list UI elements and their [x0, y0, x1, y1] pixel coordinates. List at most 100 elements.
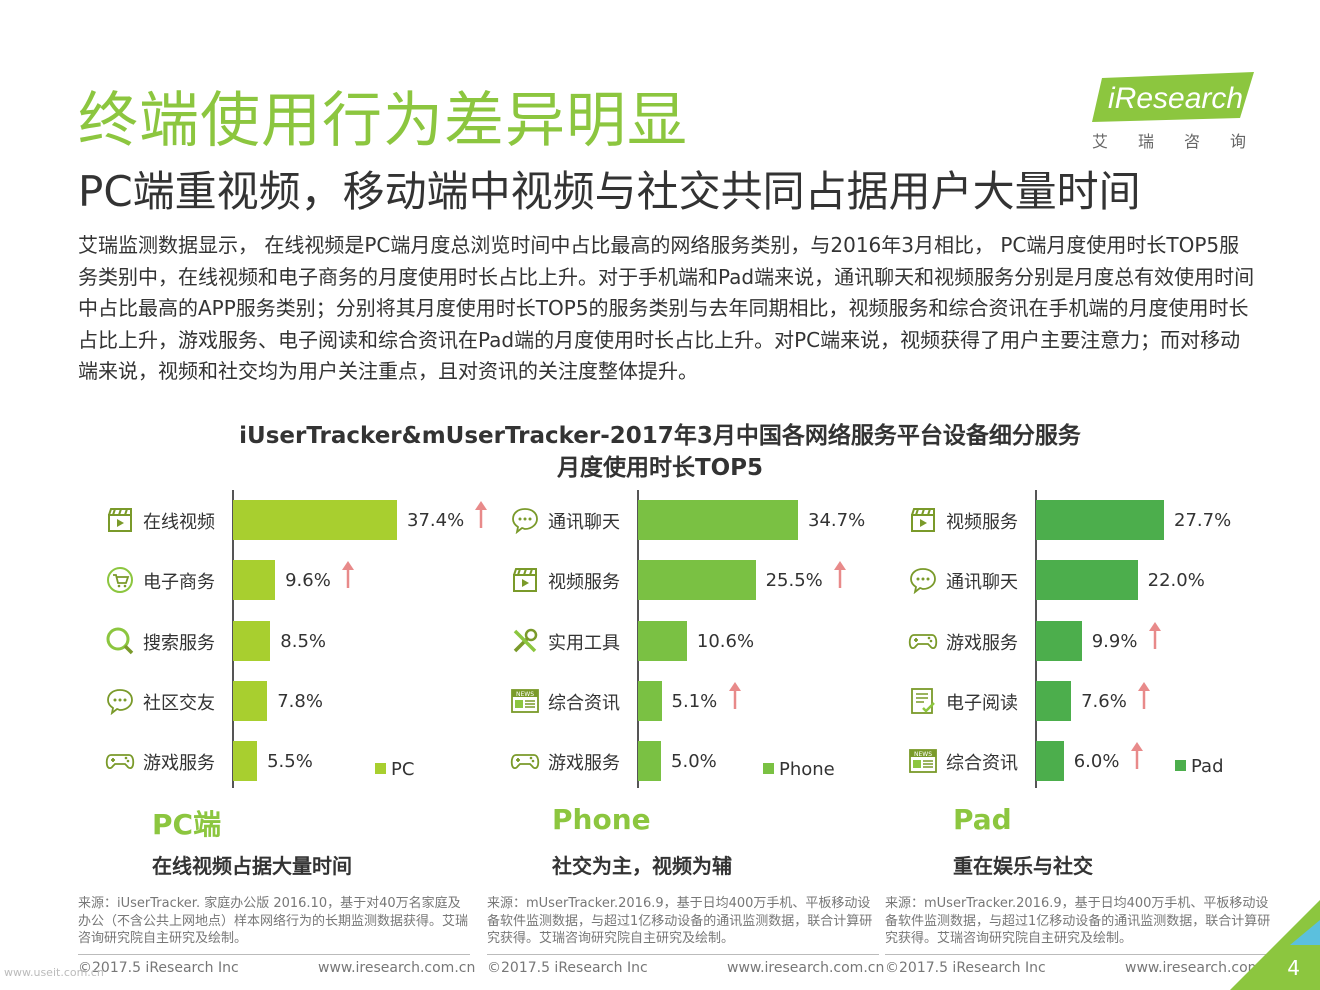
data-label: 6.0% — [1073, 751, 1120, 772]
y-axis-line — [1035, 490, 1037, 788]
chart-row: 在线视频 37.4% — [85, 500, 488, 540]
source-note: 来源：mUserTracker.2016.9，基于日均400万手机、平板移动设备… — [885, 895, 1277, 955]
ebook-icon — [908, 687, 938, 715]
chart-title-line1: iUserTracker&mUserTracker-2017年3月中国各网络服务… — [239, 423, 1081, 449]
logo-text: iResearch — [1108, 82, 1244, 115]
bar — [1036, 500, 1164, 540]
legend-swatch — [1175, 760, 1186, 771]
category-label: 通讯聊天 — [946, 572, 1018, 593]
iresearch-logo: iResearch 艾瑞咨询 — [1088, 68, 1258, 158]
source-note: 来源：iUserTracker. 家庭办公版 2016.10，基于对40万名家庭… — [78, 895, 470, 955]
video-icon — [908, 506, 938, 534]
chart-row: 搜索服务 8.5% — [85, 621, 485, 661]
data-label: 9.6% — [285, 570, 331, 591]
bar — [233, 681, 268, 721]
segment-headline: Pad — [953, 803, 1012, 836]
data-label: 7.6% — [1081, 691, 1127, 712]
category-label: 实用工具 — [548, 633, 620, 654]
legend: Pad — [1175, 756, 1224, 777]
data-label: 34.7% — [808, 510, 866, 531]
page-number: 4 — [1287, 956, 1300, 980]
bar — [233, 621, 271, 661]
chart-row: 视频服务 27.7% — [888, 500, 1288, 540]
news-icon: NEWS — [908, 747, 938, 775]
video-icon — [510, 566, 540, 594]
footer-website: www.iresearch.com.cn — [1125, 960, 1283, 976]
category-label: 电子阅读 — [946, 693, 1018, 714]
footer-copyright: ©2017.5 iResearch Inc — [885, 960, 1046, 976]
source-note: 来源：mUserTracker.2016.9，基于日均400万手机、平板移动设备… — [487, 895, 879, 955]
category-label: 游戏服务 — [143, 753, 215, 774]
search-icon — [105, 627, 135, 655]
category-label: 综合资讯 — [946, 753, 1018, 774]
chart-row: 游戏服务 5.0% — [490, 741, 890, 781]
category-label: 电子商务 — [143, 572, 215, 593]
gamepad-icon — [510, 747, 540, 775]
data-label: 5.1% — [671, 691, 718, 712]
page-subtitle: PC端重视频，移动端中视频与社交共同占据用户大量时间 — [78, 167, 1141, 216]
data-label: 27.7% — [1174, 510, 1232, 531]
category-label: 游戏服务 — [946, 633, 1018, 654]
footer-website: www.iresearch.com.cn — [727, 960, 885, 976]
chart-row: 实用工具 10.6% — [490, 621, 890, 661]
data-label: 8.5% — [280, 631, 326, 652]
legend-swatch — [375, 763, 386, 774]
chart-row: 电子阅读 7.6% — [888, 681, 1288, 721]
cart-icon — [105, 566, 135, 594]
chart-title-line2: 月度使用时长TOP5 — [556, 455, 764, 481]
page-title: 终端使用行为差异明显 — [78, 86, 688, 156]
chart-row: 通讯聊天 34.7% — [490, 500, 890, 540]
svg-text:NEWS: NEWS — [516, 691, 534, 698]
segment-caption: 社交为主，视频为辅 — [552, 854, 732, 878]
bar — [233, 500, 397, 540]
logo-cn: 艾瑞咨询 — [1092, 132, 1277, 151]
legend-label: Phone — [779, 759, 835, 780]
data-label: 37.4% — [407, 510, 465, 531]
legend: PC — [375, 759, 414, 780]
legend-label: PC — [391, 759, 415, 780]
bar — [638, 560, 756, 600]
category-label: 综合资讯 — [548, 693, 620, 714]
up-arrow-icon — [1130, 741, 1144, 771]
category-label: 游戏服务 — [548, 753, 620, 774]
up-arrow-icon — [728, 681, 742, 711]
category-label: 在线视频 — [143, 512, 215, 533]
chat-icon — [105, 687, 135, 716]
bar — [638, 500, 798, 540]
up-arrow-icon — [474, 500, 488, 530]
segment-caption: 重在娱乐与社交 — [953, 854, 1093, 878]
chart-row: 游戏服务 5.5% — [85, 741, 485, 781]
category-label: 视频服务 — [946, 512, 1018, 533]
up-arrow-icon — [1137, 681, 1151, 711]
data-label: 5.0% — [671, 751, 717, 772]
y-axis-line — [232, 490, 234, 788]
bar — [1036, 560, 1138, 600]
footer-copyright: ©2017.5 iResearch Inc — [78, 960, 239, 976]
segment-headline: Phone — [552, 803, 651, 836]
bar — [1036, 681, 1072, 721]
data-label: 9.9% — [1091, 631, 1138, 652]
chat-icon — [908, 566, 938, 595]
category-label: 社区交友 — [143, 693, 215, 714]
news-icon: NEWS — [510, 687, 540, 715]
category-label: 通讯聊天 — [548, 512, 620, 533]
y-axis-line — [637, 490, 639, 788]
svg-text:NEWS: NEWS — [914, 751, 932, 758]
chart-row: 视频服务 25.5% — [490, 560, 890, 600]
chart-row: NEWS 综合资讯 5.1% — [490, 681, 890, 721]
logo-badge-icon — [1092, 72, 1254, 122]
category-label: 搜索服务 — [143, 633, 215, 654]
data-label: 7.8% — [277, 691, 323, 712]
chart-panel-pc: 在线视频 37.4% 电子商务 9.6% 搜索服务 8.5% 社区交友 7.8% 游戏服务 5.5… — [85, 490, 488, 796]
gamepad-icon — [908, 627, 938, 655]
corner-decoration — [1230, 900, 1320, 990]
chart-row: NEWS 综合资讯 6.0% — [888, 741, 1288, 781]
data-label: 22.0% — [1147, 570, 1205, 591]
chart-row: 游戏服务 9.9% — [888, 621, 1288, 661]
summary-paragraph: 艾瑞监测数据显示， 在线视频是PC端月度总浏览时间中占比最高的网络服务类别，与2… — [78, 233, 1255, 383]
bar — [638, 741, 662, 781]
data-label: 5.5% — [267, 751, 313, 772]
legend: Phone — [763, 759, 835, 780]
legend-swatch — [763, 763, 774, 774]
video-icon — [105, 506, 135, 534]
